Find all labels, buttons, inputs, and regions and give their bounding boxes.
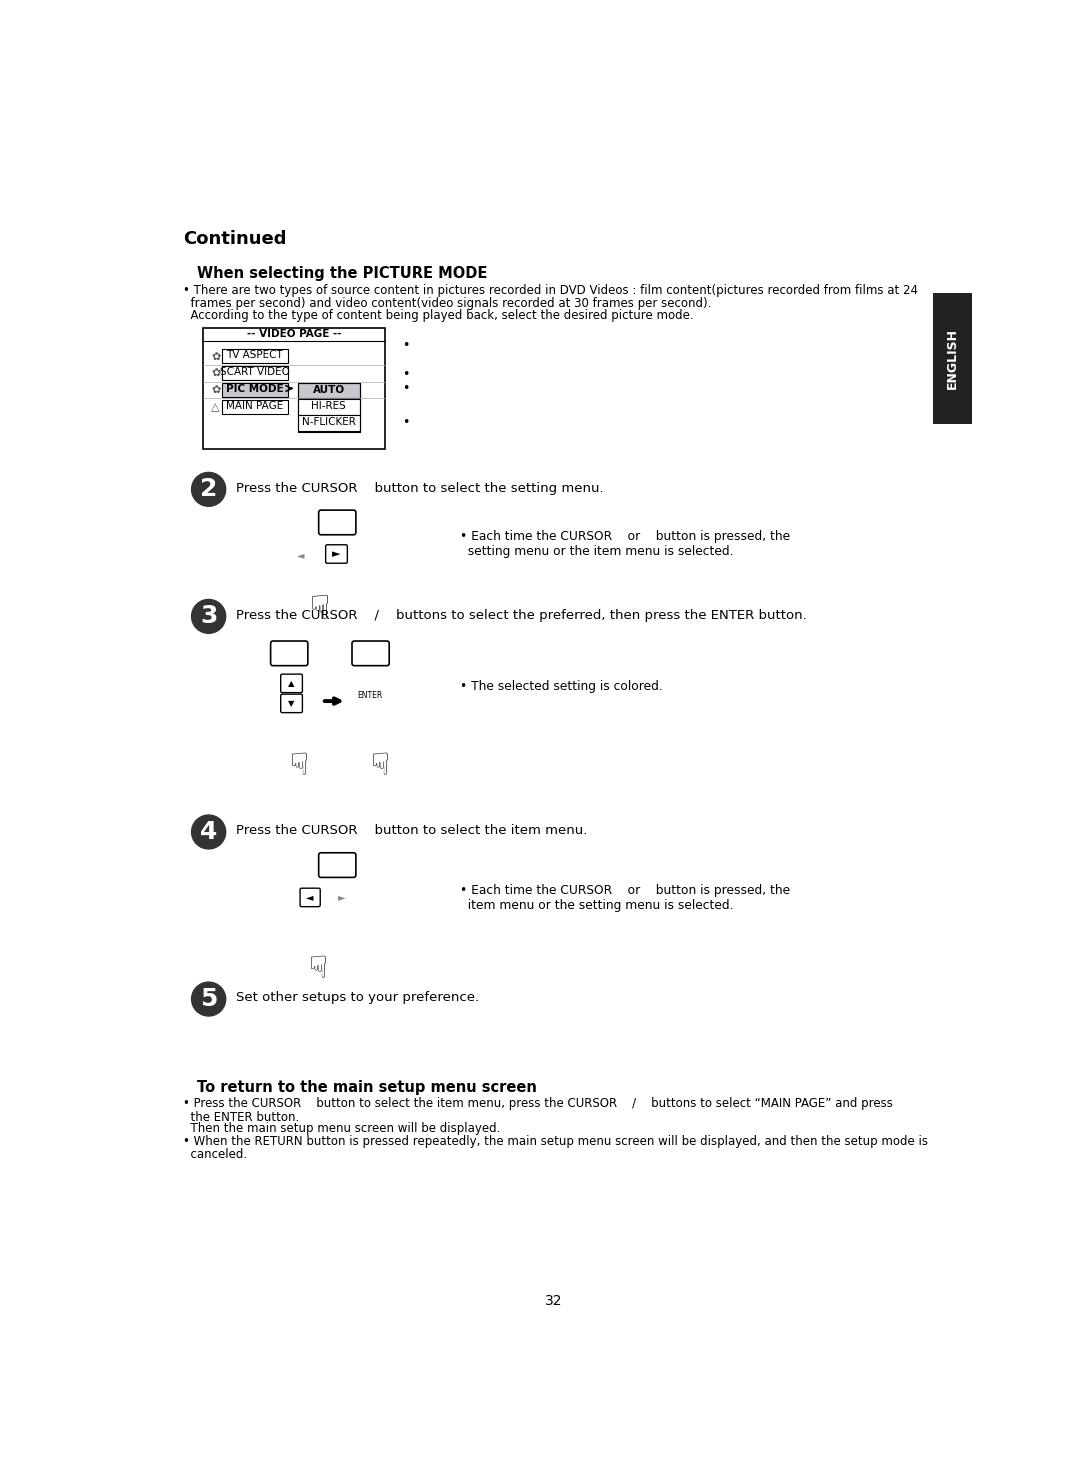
FancyBboxPatch shape [203,328,386,450]
Text: •: • [403,382,409,395]
Text: • Each time the CURSOR    or    button is pressed, the
  setting menu or the ite: • Each time the CURSOR or button is pres… [460,529,791,558]
Text: • When the RETURN button is pressed repeatedly, the main setup menu screen will : • When the RETURN button is pressed repe… [183,1136,928,1148]
Text: ☞: ☞ [298,954,327,981]
FancyBboxPatch shape [221,383,287,396]
FancyBboxPatch shape [300,889,321,907]
Text: Then the main setup menu screen will be displayed.: Then the main setup menu screen will be … [183,1123,500,1136]
Text: PIC MODE: PIC MODE [226,385,284,393]
Text: △: △ [211,402,219,413]
Text: •: • [403,339,409,352]
Text: ▼: ▼ [288,700,295,708]
Circle shape [191,982,226,1016]
Text: MAIN PAGE: MAIN PAGE [226,401,283,411]
Text: • The selected setting is colored.: • The selected setting is colored. [460,680,663,694]
Text: • Press the CURSOR    button to select the item menu, press the CURSOR    /    b: • Press the CURSOR button to select the … [183,1097,893,1109]
Text: ☞: ☞ [298,593,332,623]
Text: Press the CURSOR    button to select the setting menu.: Press the CURSOR button to select the se… [235,482,604,494]
Text: 2: 2 [200,478,217,501]
Text: 5: 5 [200,986,217,1012]
Circle shape [191,472,226,506]
Text: Continued: Continued [183,229,286,248]
FancyBboxPatch shape [298,383,360,398]
Text: the ENTER button.: the ENTER button. [183,1111,299,1124]
Text: N-FLICKER: N-FLICKER [301,417,355,427]
Text: To return to the main setup menu screen: To return to the main setup menu screen [197,1080,537,1094]
FancyBboxPatch shape [221,367,287,380]
Text: TV ASPECT: TV ASPECT [227,351,283,359]
Text: ENTER: ENTER [357,691,382,700]
FancyBboxPatch shape [298,416,360,430]
Text: ▲: ▲ [288,679,295,688]
Text: ☞: ☞ [279,751,308,778]
Text: ✿: ✿ [211,386,220,395]
Text: 3: 3 [200,605,217,629]
Text: ►: ► [338,892,346,902]
Text: • There are two types of source content in pictures recorded in DVD Videos : fil: • There are two types of source content … [183,284,918,297]
Text: ✿: ✿ [211,368,220,379]
Text: AUTO: AUTO [313,385,345,395]
FancyBboxPatch shape [221,349,287,362]
FancyBboxPatch shape [352,640,389,666]
Text: Press the CURSOR    button to select the item menu.: Press the CURSOR button to select the it… [235,824,588,837]
Text: According to the type of content being played back, select the desired picture m: According to the type of content being p… [183,309,693,322]
Text: -- VIDEO PAGE --: -- VIDEO PAGE -- [247,330,341,339]
FancyBboxPatch shape [933,293,972,424]
FancyBboxPatch shape [319,853,356,877]
Circle shape [191,599,226,633]
Text: SCART VIDEO: SCART VIDEO [220,367,289,377]
Text: 4: 4 [200,819,217,845]
Text: frames per second) and video content(video signals recorded at 30 frames per sec: frames per second) and video content(vid… [183,297,712,309]
FancyBboxPatch shape [281,674,302,692]
FancyBboxPatch shape [221,399,287,414]
Text: HI-RES: HI-RES [311,401,346,411]
Text: ☞: ☞ [361,751,390,778]
FancyBboxPatch shape [319,510,356,535]
Text: ✿: ✿ [211,352,220,361]
Text: •: • [403,416,409,429]
Text: ◄: ◄ [297,550,305,559]
Text: Press the CURSOR    /    buttons to select the preferred, then press the ENTER b: Press the CURSOR / buttons to select the… [235,609,807,621]
Text: ◄: ◄ [307,892,314,902]
FancyBboxPatch shape [298,399,360,414]
Text: Set other setups to your preference.: Set other setups to your preference. [235,991,478,1004]
Text: • Each time the CURSOR    or    button is pressed, the
  item menu or the settin: • Each time the CURSOR or button is pres… [460,883,791,911]
Text: •: • [403,368,409,382]
Circle shape [191,815,226,849]
Text: ►: ► [333,549,341,559]
FancyBboxPatch shape [326,544,348,563]
Text: canceled.: canceled. [183,1148,247,1161]
FancyBboxPatch shape [281,694,302,713]
Text: ENGLISH: ENGLISH [946,328,959,389]
FancyBboxPatch shape [271,640,308,666]
Text: When selecting the PICTURE MODE: When selecting the PICTURE MODE [197,266,487,281]
Text: 32: 32 [544,1294,563,1307]
